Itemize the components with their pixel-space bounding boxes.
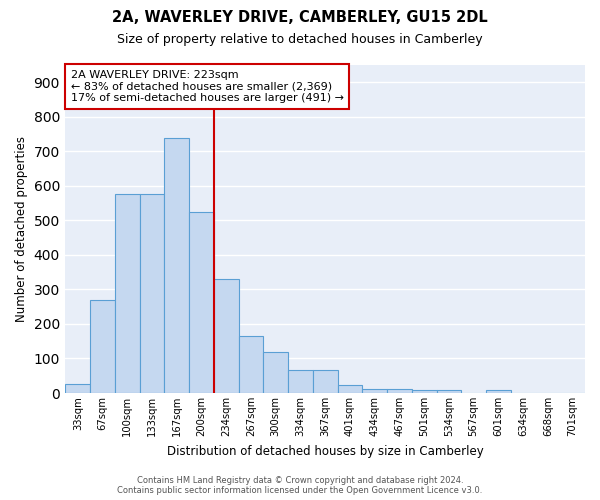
Bar <box>313 370 338 393</box>
Bar <box>140 194 164 393</box>
Bar <box>65 384 90 393</box>
Bar <box>387 389 412 393</box>
Text: 2A WAVERLEY DRIVE: 223sqm
← 83% of detached houses are smaller (2,369)
17% of se: 2A WAVERLEY DRIVE: 223sqm ← 83% of detac… <box>71 70 344 103</box>
Bar <box>115 194 140 393</box>
Bar <box>214 279 239 393</box>
Bar <box>189 212 214 393</box>
Text: 2A, WAVERLEY DRIVE, CAMBERLEY, GU15 2DL: 2A, WAVERLEY DRIVE, CAMBERLEY, GU15 2DL <box>112 10 488 25</box>
Bar <box>90 300 115 393</box>
Bar <box>412 390 437 393</box>
Text: Contains HM Land Registry data © Crown copyright and database right 2024.
Contai: Contains HM Land Registry data © Crown c… <box>118 476 482 495</box>
Y-axis label: Number of detached properties: Number of detached properties <box>15 136 28 322</box>
Bar <box>263 352 288 393</box>
X-axis label: Distribution of detached houses by size in Camberley: Distribution of detached houses by size … <box>167 444 484 458</box>
Text: Size of property relative to detached houses in Camberley: Size of property relative to detached ho… <box>117 32 483 46</box>
Bar <box>239 336 263 393</box>
Bar <box>164 138 189 393</box>
Bar <box>338 386 362 393</box>
Bar <box>437 390 461 393</box>
Bar <box>362 389 387 393</box>
Bar <box>288 370 313 393</box>
Bar <box>486 390 511 393</box>
